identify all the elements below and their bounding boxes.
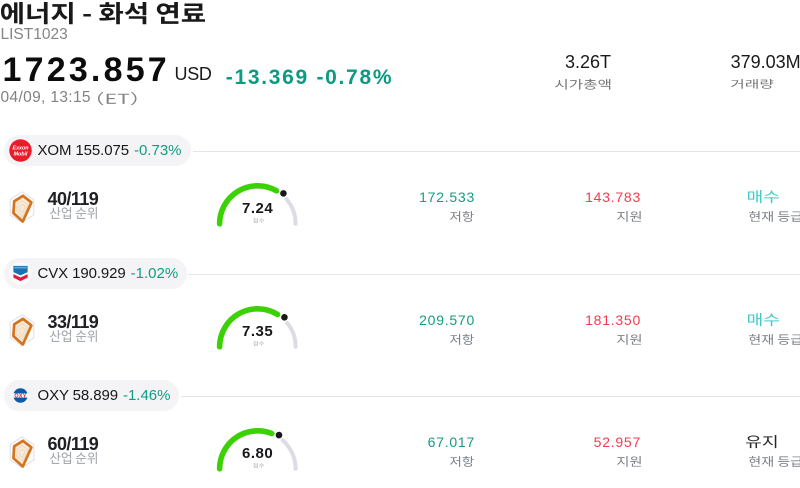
svg-text:OXY: OXY <box>14 393 26 399</box>
svg-text:Exxon: Exxon <box>12 145 29 151</box>
svg-text:Mobil: Mobil <box>13 151 27 157</box>
